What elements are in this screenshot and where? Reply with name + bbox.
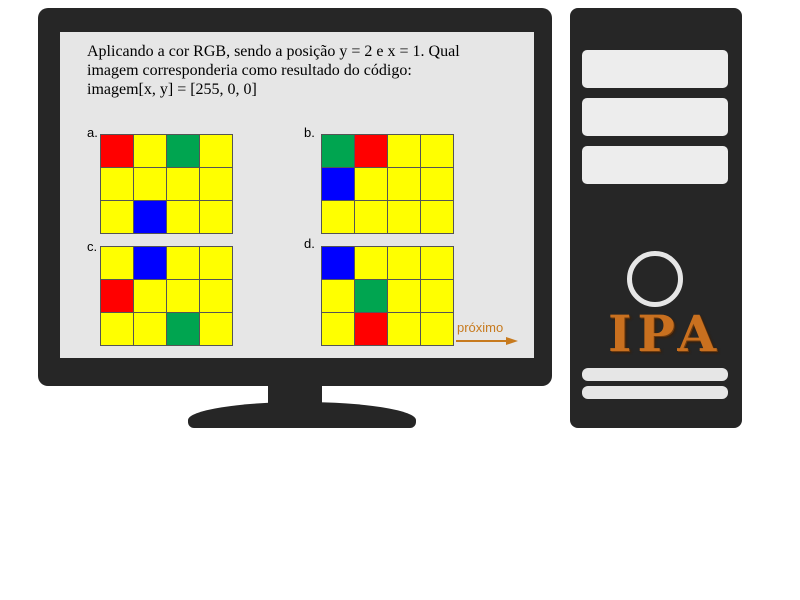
grid-cell-yellow <box>200 280 233 313</box>
option-a-grid[interactable] <box>100 134 233 234</box>
option-b-label[interactable]: b. <box>304 125 315 140</box>
grid-cell-yellow <box>167 168 200 201</box>
monitor-base <box>188 402 416 428</box>
grid-cell-yellow <box>167 280 200 313</box>
power-button-icon <box>627 251 683 307</box>
grid-cell-green <box>167 135 200 168</box>
grid-cell-yellow <box>421 201 454 234</box>
question-text: Aplicando a cor RGB, sendo a posição y =… <box>87 42 507 99</box>
drive-bay <box>582 50 728 88</box>
grid-cell-yellow <box>101 247 134 280</box>
grid-cell-yellow <box>421 247 454 280</box>
grid-cell-yellow <box>388 247 421 280</box>
grid-cell-yellow <box>134 168 167 201</box>
grid-cell-yellow <box>355 247 388 280</box>
grid-cell-green <box>322 135 355 168</box>
grid-cell-red <box>355 135 388 168</box>
grid-cell-yellow <box>388 201 421 234</box>
grid-cell-yellow <box>134 280 167 313</box>
grid-cell-green <box>167 313 200 346</box>
grid-cell-yellow <box>322 280 355 313</box>
question-line: imagem[x, y] = [255, 0, 0] <box>87 81 257 98</box>
arrow-right-icon <box>456 337 518 345</box>
option-d-grid[interactable] <box>321 246 454 346</box>
vent-slot <box>582 386 728 399</box>
grid-cell-yellow <box>101 168 134 201</box>
grid-cell-yellow <box>200 247 233 280</box>
grid-cell-red <box>355 313 388 346</box>
option-c-label[interactable]: c. <box>87 239 98 254</box>
grid-cell-yellow <box>134 135 167 168</box>
grid-cell-yellow <box>167 201 200 234</box>
grid-cell-yellow <box>388 168 421 201</box>
grid-cell-yellow <box>421 313 454 346</box>
grid-cell-blue <box>134 247 167 280</box>
grid-cell-blue <box>134 201 167 234</box>
grid-cell-blue <box>322 247 355 280</box>
option-d-label[interactable]: d. <box>304 236 315 251</box>
computer-tower: IPA <box>570 8 742 428</box>
question-line: Aplicando a cor RGB, sendo a posição y =… <box>87 43 460 60</box>
grid-cell-yellow <box>388 280 421 313</box>
grid-cell-yellow <box>355 201 388 234</box>
grid-cell-yellow <box>200 313 233 346</box>
grid-cell-red <box>101 135 134 168</box>
grid-cell-yellow <box>167 247 200 280</box>
grid-cell-yellow <box>200 201 233 234</box>
ipa-logo: IPA <box>608 304 723 363</box>
monitor-neck <box>268 384 322 404</box>
option-c-grid[interactable] <box>100 246 233 346</box>
grid-cell-yellow <box>322 201 355 234</box>
grid-cell-yellow <box>134 313 167 346</box>
grid-cell-yellow <box>101 201 134 234</box>
grid-cell-yellow <box>101 313 134 346</box>
drive-bay <box>582 98 728 136</box>
monitor-screen: Aplicando a cor RGB, sendo a posição y =… <box>60 32 534 358</box>
option-a-label[interactable]: a. <box>87 125 98 140</box>
question-line: imagem corresponderia como resultado do … <box>87 62 412 79</box>
next-button[interactable]: próximo <box>456 320 520 350</box>
grid-cell-yellow <box>421 280 454 313</box>
next-label: próximo <box>457 320 504 335</box>
grid-cell-blue <box>322 168 355 201</box>
grid-cell-yellow <box>388 135 421 168</box>
grid-cell-yellow <box>322 313 355 346</box>
vent-slot <box>582 368 728 381</box>
option-b-grid[interactable] <box>321 134 454 234</box>
grid-cell-yellow <box>200 135 233 168</box>
grid-cell-red <box>101 280 134 313</box>
grid-cell-yellow <box>355 168 388 201</box>
grid-cell-yellow <box>388 313 421 346</box>
grid-cell-yellow <box>200 168 233 201</box>
grid-cell-green <box>355 280 388 313</box>
grid-cell-yellow <box>421 168 454 201</box>
drive-bay <box>582 146 728 184</box>
grid-cell-yellow <box>421 135 454 168</box>
